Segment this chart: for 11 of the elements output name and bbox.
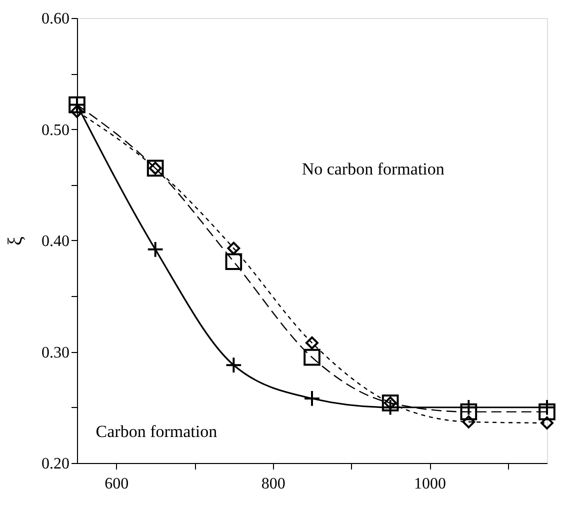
y-tick-label: 0.60 xyxy=(42,10,70,28)
y-axis-title: ξ xyxy=(4,236,26,246)
y-tick-label: 0.20 xyxy=(42,456,70,472)
x-tick-label: 800 xyxy=(261,476,286,492)
y-tick-label: 0.40 xyxy=(42,233,70,250)
annotation: Carbon formation xyxy=(96,422,218,441)
annotation: No carbon formation xyxy=(302,159,445,178)
y-tick-label: 0.50 xyxy=(42,122,70,139)
x-tick-label: 1000 xyxy=(414,476,446,492)
x-tick-label: 600 xyxy=(104,476,129,492)
y-tick-label: 0.30 xyxy=(42,344,70,362)
